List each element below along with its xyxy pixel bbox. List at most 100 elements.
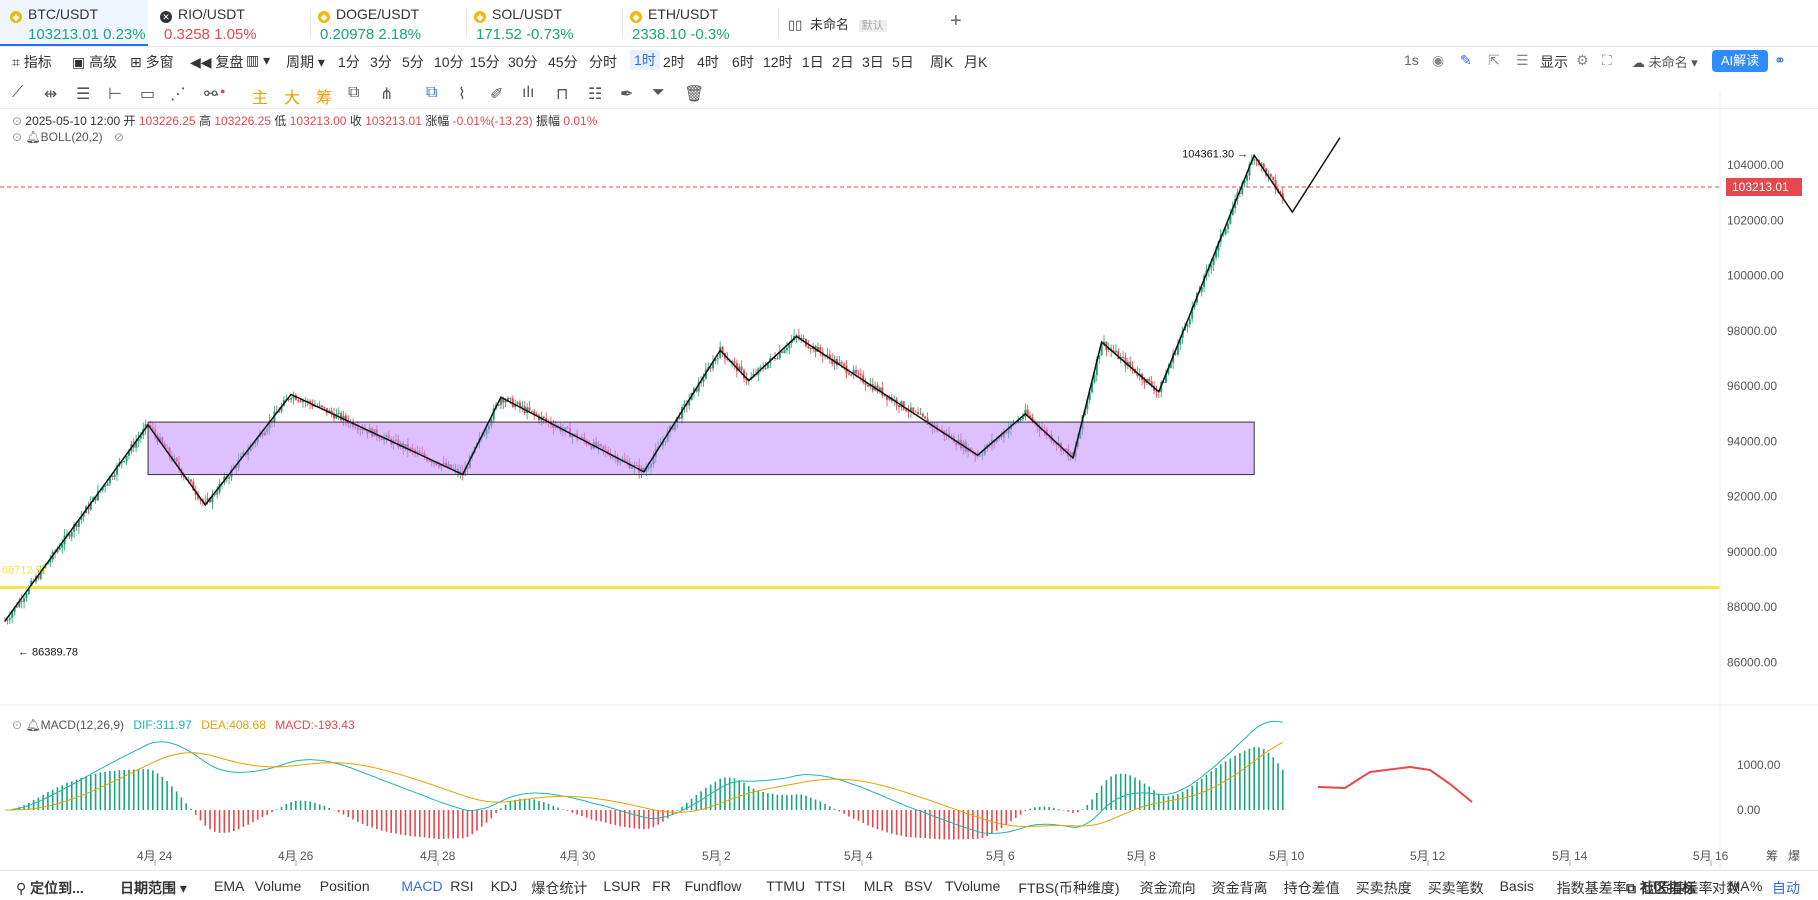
macd-histogram-bar (119, 770, 121, 810)
indicator-mlr-12[interactable]: MLR (864, 878, 894, 894)
tab-sol[interactable]: ◆SOL/USDT 171.52 -0.73% (474, 0, 614, 46)
tab-doge[interactable]: ◆DOGE/USDT 0.20978 2.18% (318, 0, 458, 46)
indicator-rsi-4[interactable]: RSI (450, 878, 473, 894)
period-17[interactable]: 5日 (892, 52, 914, 72)
locate-button[interactable]: ⚲ 定位到... (16, 878, 84, 898)
period-2[interactable]: 3分 (370, 52, 392, 72)
indicator-position-2[interactable]: Position (320, 878, 370, 894)
date-range-label: 日期范围 (120, 880, 176, 896)
replay-button[interactable]: ◀◀ 复盘 (190, 52, 243, 72)
indicator---17[interactable]: 资金背离 (1212, 878, 1268, 898)
tab-rio[interactable]: ✕RIO/USDT 0.3258 1.05% (160, 0, 300, 46)
period-6[interactable]: 30分 (508, 52, 538, 72)
macd-indicator-label[interactable]: ⊙ 🔔︎MACD(12,26,9) DIF:311.97 DEA:408.68 … (12, 718, 355, 732)
tab-btc[interactable]: ◆BTC/USDT 103213.01 0.23% (0, 0, 148, 46)
indicator---18[interactable]: 持仓差值 (1284, 878, 1340, 898)
ai-interpret-button[interactable]: AI解读 (1712, 50, 1768, 72)
auto-scale-button[interactable]: 自动 (1772, 878, 1800, 898)
log-scale-button[interactable]: 对数 (1712, 878, 1740, 898)
binance-icon: ◆ (630, 11, 642, 23)
candle-body (505, 401, 507, 403)
share-icon[interactable]: ⇱ (1488, 52, 1500, 69)
pen-icon[interactable]: ✎ (1460, 52, 1472, 69)
consolidation-zone[interactable] (148, 422, 1254, 474)
percent-scale-button[interactable]: % (1750, 878, 1762, 894)
candle-body (1186, 324, 1188, 327)
date-range-dropdown[interactable]: 日期范围 ▾ (120, 878, 187, 898)
period-18[interactable]: 周K (930, 52, 953, 72)
period-3[interactable]: 5分 (402, 52, 424, 72)
macd-projection-line[interactable] (1318, 767, 1472, 802)
tab-change: 2.18% (378, 26, 421, 43)
candle-body (6, 620, 8, 621)
period-12[interactable]: 6时 (732, 52, 754, 72)
indicator-kdj-5[interactable]: KDJ (491, 878, 517, 894)
indicator-macd-3[interactable]: MACD (401, 878, 442, 894)
indicators-button[interactable]: ⌗ 指标 (12, 52, 52, 72)
period-16[interactable]: 3日 (862, 52, 884, 72)
add-tab-button[interactable]: + (950, 0, 970, 46)
period-5[interactable]: 15分 (470, 52, 500, 72)
fullscreen-icon[interactable]: ⛶ (1602, 52, 1612, 69)
period-8[interactable]: 分时 (589, 52, 617, 72)
macd-histogram-bar (691, 799, 693, 810)
period-9[interactable]: 1时 (630, 50, 660, 70)
indicator-basis-21[interactable]: Basis (1500, 878, 1534, 894)
period-4[interactable]: 10分 (434, 52, 464, 72)
indicator-bsv-13[interactable]: BSV (904, 878, 932, 894)
price-tick: 88000.00 (1727, 600, 1777, 614)
macd-histogram-bar (1096, 793, 1098, 810)
period-15[interactable]: 2日 (832, 52, 854, 72)
indicator---20[interactable]: 买卖笔数 (1428, 878, 1484, 898)
indicator---16[interactable]: 资金流向 (1140, 878, 1196, 898)
interval-label[interactable]: 1s (1404, 52, 1419, 68)
axis-corner-label[interactable]: 筹 (1766, 849, 1778, 863)
multi-window-button[interactable]: ⊞ 多窗 (130, 52, 174, 72)
advanced-button[interactable]: ▣ 高级 (72, 52, 117, 72)
macd-histogram-bar (390, 810, 392, 833)
macd-histogram-bar (319, 804, 321, 810)
period-10[interactable]: 2时 (663, 52, 685, 72)
settings-icon[interactable]: ⚙ (1576, 52, 1589, 69)
macd-histogram-bar (505, 805, 507, 810)
macd-histogram-bar (343, 810, 345, 815)
chevron-right-icon[interactable]: › (1590, 878, 1595, 894)
period-19[interactable]: 月K (964, 52, 987, 72)
list-icon[interactable]: ☰ (1516, 52, 1529, 69)
indicator-ttsi-11[interactable]: TTSI (815, 878, 845, 894)
indicator-ttmu-10[interactable]: TTMU (766, 878, 805, 894)
indicator-ftbs--15[interactable]: FTBS(币种维度) (1018, 878, 1119, 898)
tab-eth[interactable]: ◆ETH/USDT 2338.10 -0.3% (630, 0, 770, 46)
indicator-tvolume-14[interactable]: TVolume (945, 878, 1000, 894)
period-dropdown[interactable]: 周期 ▾ (286, 52, 325, 72)
period-13[interactable]: 12时 (763, 52, 793, 72)
indicator-lsur-7[interactable]: LSUR (603, 878, 640, 894)
period-11[interactable]: 4时 (697, 52, 719, 72)
cloud-layout-button[interactable]: ☁ 未命名 ▾ (1632, 52, 1698, 71)
bottom-indicator-bar: ⚲ 定位到... 日期范围 ▾ EMA Volume Position MACD RSI… (0, 870, 1818, 900)
macd-histogram-bar (181, 797, 183, 810)
macd-histogram-bar (629, 810, 631, 828)
time-tick: 5月 4 (844, 849, 873, 863)
indicator---19[interactable]: 买卖热度 (1356, 878, 1412, 898)
community-indicators-button[interactable]: ⧉ 社区指标 (1626, 878, 1696, 898)
indicator-ema-0[interactable]: EMA (214, 878, 244, 894)
chart-type-button[interactable]: ▥ ▾ (246, 52, 270, 69)
share-link-icon[interactable]: ⚭ (1774, 52, 1786, 69)
tab-layout[interactable]: ▯▯ 未命名 默认 (788, 0, 898, 46)
macd-histogram-bar (448, 810, 450, 839)
indicator---6[interactable]: 爆仓统计 (531, 878, 587, 898)
period-1[interactable]: 1分 (338, 52, 360, 72)
indicator-fundflow-9[interactable]: Fundflow (685, 878, 742, 894)
display-button[interactable]: 显示 (1540, 52, 1568, 72)
period-7[interactable]: 45分 (548, 52, 578, 72)
locate-icon: ⚲ (16, 880, 26, 896)
camera-icon[interactable]: ◉ (1432, 52, 1444, 69)
axis-corner-label[interactable]: 爆 (1788, 849, 1800, 863)
price-chart[interactable]: 88712.97 104361.30 → ← 86389.78 104000.0… (0, 90, 1818, 870)
candle-body (1189, 319, 1191, 324)
indicator-volume-1[interactable]: Volume (255, 878, 302, 894)
collapse-icon[interactable]: ⊙ (12, 718, 22, 732)
period-14[interactable]: 1日 (802, 52, 824, 72)
indicator-fr-8[interactable]: FR (652, 878, 671, 894)
